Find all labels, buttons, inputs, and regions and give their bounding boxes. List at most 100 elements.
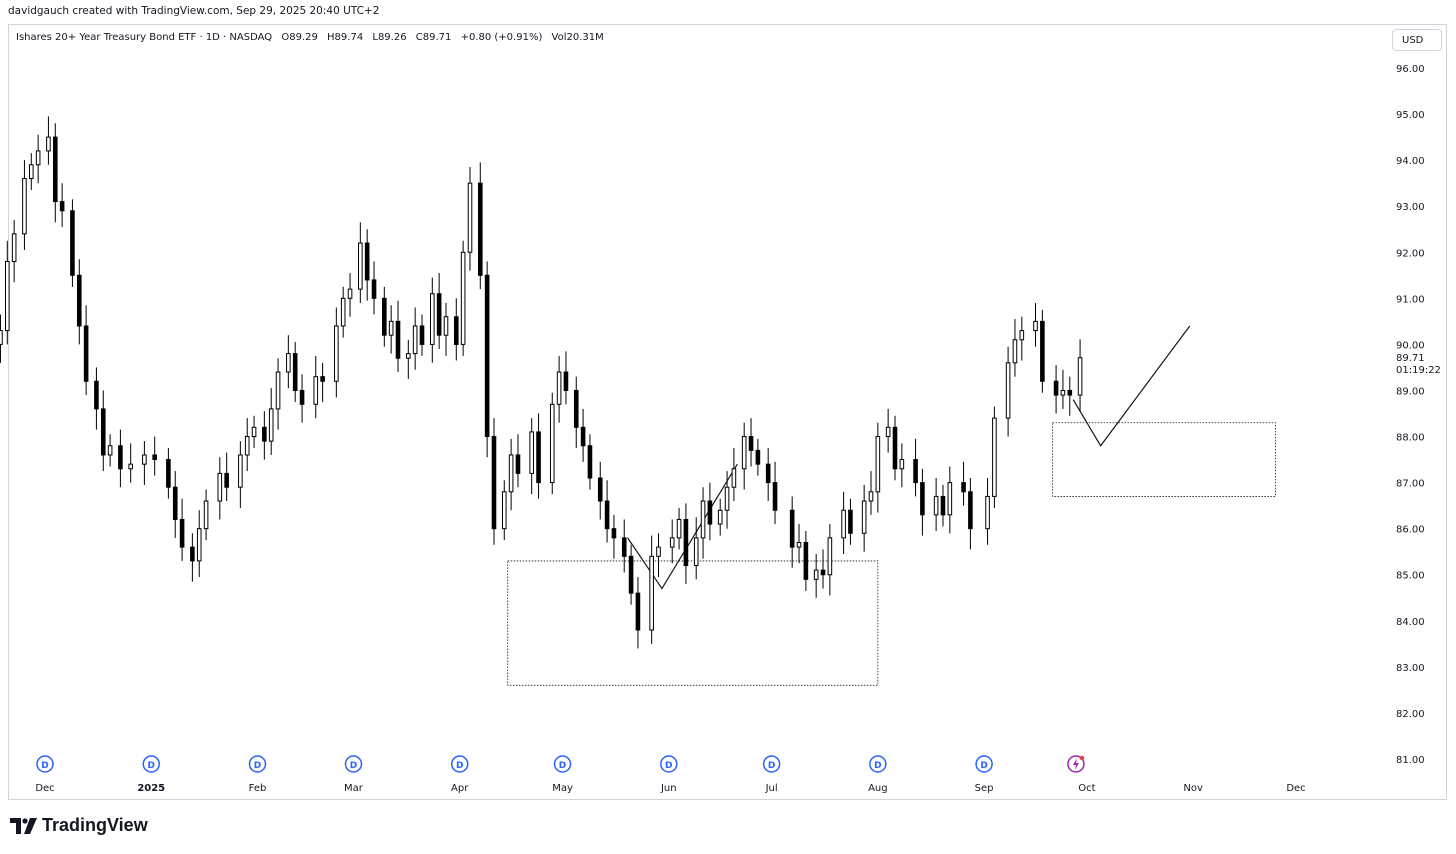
candle xyxy=(501,480,507,541)
zone-rectangle[interactable] xyxy=(1052,422,1276,497)
candle xyxy=(587,434,593,490)
dividend-icon[interactable]: D xyxy=(248,755,267,773)
candle xyxy=(142,441,147,485)
candle xyxy=(803,530,809,591)
candle xyxy=(395,300,401,373)
dividend-icon[interactable]: D xyxy=(762,755,781,773)
candle xyxy=(549,392,555,495)
candle xyxy=(649,535,654,644)
candle xyxy=(861,484,867,552)
candle xyxy=(508,438,514,511)
x-tick-label: Nov xyxy=(1183,783,1203,794)
y-tick-label: 88.00 xyxy=(1396,433,1425,444)
candle xyxy=(238,441,243,508)
x-tick-label: Aug xyxy=(868,783,888,794)
y-tick-label: 90.00 xyxy=(1396,340,1425,351)
dividend-icon[interactable]: D xyxy=(869,755,887,773)
candle xyxy=(22,160,27,250)
candle xyxy=(1012,319,1018,377)
candle xyxy=(700,487,706,559)
candle xyxy=(827,524,833,596)
candle xyxy=(412,307,418,370)
symbol-title[interactable]: Ishares 20+ Year Treasury Bond ETF · 1D … xyxy=(16,32,273,43)
price-axis[interactable]: 96.00 95.00 94.00 93.00 92.00 91.00 90.00 89.00… xyxy=(1396,64,1425,766)
candle xyxy=(656,533,661,578)
currency-button[interactable]: USD xyxy=(1392,29,1442,51)
zone-rectangle[interactable] xyxy=(507,560,879,686)
candle xyxy=(358,222,363,303)
svg-text:D: D xyxy=(350,761,357,771)
candle xyxy=(190,533,195,582)
tradingview-logo-icon xyxy=(10,817,37,834)
lightning-icon[interactable] xyxy=(1067,755,1085,773)
tradingview-logo[interactable]: TradingView xyxy=(10,815,148,836)
candles-layer xyxy=(0,116,1083,649)
candle xyxy=(340,286,346,338)
candle xyxy=(899,443,905,488)
y-tick-label: 87.00 xyxy=(1396,479,1425,490)
legend-high: H89.74 xyxy=(327,32,364,43)
candle xyxy=(453,298,459,361)
candle xyxy=(892,415,898,481)
dividend-icon[interactable]: D xyxy=(36,755,54,773)
candle xyxy=(364,229,370,301)
dividend-icon[interactable]: D xyxy=(450,755,469,773)
candle xyxy=(59,183,65,227)
last-price-label: 89.71 xyxy=(1396,353,1425,364)
candle xyxy=(1033,302,1038,347)
legend-volume: Vol20.31M xyxy=(551,32,604,43)
candle xyxy=(118,429,123,488)
x-tick-label: May xyxy=(552,783,573,794)
legend-open: O89.29 xyxy=(281,32,318,43)
projection-path[interactable] xyxy=(1072,325,1191,447)
candle xyxy=(429,277,435,363)
candle xyxy=(460,240,466,356)
x-tick-label: Mar xyxy=(344,783,364,794)
y-tick-label: 84.00 xyxy=(1396,617,1425,628)
svg-text:D: D xyxy=(874,761,881,771)
candle xyxy=(789,496,795,568)
candle xyxy=(573,376,579,449)
dividend-icon[interactable]: D xyxy=(975,755,993,773)
candle xyxy=(604,480,610,543)
candle xyxy=(100,390,106,472)
candle xyxy=(755,438,761,476)
candle xyxy=(563,351,569,405)
projection-path[interactable] xyxy=(627,463,738,590)
candle xyxy=(1077,339,1083,412)
candle xyxy=(813,554,819,598)
candle xyxy=(491,418,497,545)
candle xyxy=(765,448,771,502)
candle xyxy=(35,134,41,184)
y-tick-label: 86.00 xyxy=(1396,525,1425,536)
candle xyxy=(152,436,157,476)
candle xyxy=(1019,316,1025,361)
x-tick-label: Jul xyxy=(765,783,778,794)
dividend-icon[interactable]: D xyxy=(142,755,160,773)
candle xyxy=(467,167,473,271)
candle xyxy=(885,408,891,453)
candle xyxy=(820,549,826,589)
candle xyxy=(536,413,541,499)
time-axis[interactable]: Dec 2025 Feb Mar Apr May Jun Jul Aug Sep Oct Nov Dec xyxy=(35,783,1305,794)
candle xyxy=(940,484,946,527)
candle xyxy=(299,374,305,423)
dividend-icon[interactable]: D xyxy=(660,755,678,773)
candle xyxy=(961,461,966,506)
candle xyxy=(693,517,699,580)
svg-text:D: D xyxy=(456,761,463,771)
candle xyxy=(320,362,325,402)
svg-text:D: D xyxy=(980,761,987,771)
dividend-icon[interactable]: D xyxy=(553,755,572,773)
candle xyxy=(275,358,281,430)
candle xyxy=(28,153,34,191)
candle xyxy=(676,507,682,550)
candle xyxy=(313,355,319,419)
y-tick-label: 94.00 xyxy=(1396,156,1425,167)
candle xyxy=(436,272,442,350)
dividend-icon[interactable]: D xyxy=(344,755,363,773)
candle xyxy=(868,471,874,515)
x-tick-label: Oct xyxy=(1078,783,1095,794)
candle xyxy=(947,466,953,534)
